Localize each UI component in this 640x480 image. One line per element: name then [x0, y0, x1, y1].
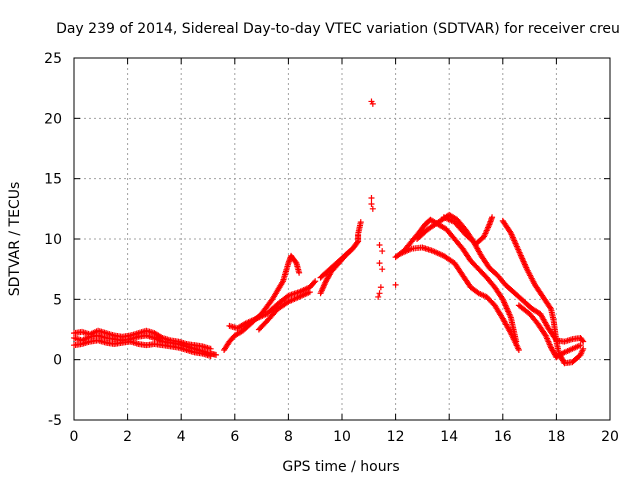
x-tick-label: 2: [123, 429, 132, 445]
data-point: [306, 289, 313, 296]
y-tick-label: 5: [53, 292, 62, 308]
chart-title: Day 239 of 2014, Sidereal Day-to-day VTE…: [56, 21, 620, 37]
x-tick-label: 16: [494, 429, 512, 445]
data-point: [580, 345, 587, 352]
x-tick-label: 14: [440, 429, 458, 445]
y-tick-label: 15: [44, 172, 62, 188]
x-axis-label: GPS time / hours: [282, 459, 399, 475]
x-tick-label: 4: [177, 429, 186, 445]
data-point: [345, 249, 352, 256]
data-point: [577, 342, 584, 349]
y-tick-label: 25: [44, 51, 62, 67]
x-tick-label: 8: [284, 429, 293, 445]
data-point: [207, 353, 214, 360]
data-point: [377, 284, 384, 291]
data-point: [376, 290, 383, 297]
data-points: [71, 98, 587, 367]
data-point: [375, 293, 382, 300]
data-point: [357, 219, 364, 226]
data-point: [379, 248, 386, 255]
data-point: [369, 205, 376, 212]
data-point: [369, 100, 376, 107]
y-tick-label: 0: [53, 353, 62, 369]
data-point: [515, 347, 522, 354]
y-tick-label: 20: [44, 111, 62, 127]
y-tick-label: -5: [48, 413, 62, 429]
data-point: [354, 239, 361, 246]
x-tick-label: 20: [601, 429, 619, 445]
data-point: [376, 260, 383, 267]
data-point: [311, 279, 318, 286]
data-point: [379, 266, 386, 273]
x-tick-label: 18: [547, 429, 565, 445]
data-point: [392, 281, 399, 288]
x-axis-ticks: 0 2 4 6 8 10 12 14 16 18 20: [70, 58, 619, 445]
data-point: [368, 194, 375, 201]
data-point: [292, 258, 299, 265]
x-tick-label: 0: [70, 429, 79, 445]
data-point: [368, 201, 375, 208]
x-tick-label: 6: [230, 429, 239, 445]
grid: [74, 58, 610, 420]
data-point: [312, 278, 319, 285]
data-point: [158, 334, 165, 341]
data-point: [347, 248, 354, 255]
data-point: [207, 345, 214, 352]
data-point: [296, 269, 303, 276]
y-axis-ticks: -5 0 5 10 15 20 25: [44, 51, 610, 429]
data-point: [489, 214, 496, 221]
x-tick-label: 12: [387, 429, 405, 445]
x-tick-label: 10: [333, 429, 351, 445]
data-point: [213, 351, 220, 358]
y-axis-label: SDTVAR / TECUs: [7, 182, 23, 297]
data-point: [547, 304, 554, 311]
y-tick-label: 10: [44, 232, 62, 248]
data-point: [580, 338, 587, 345]
data-point: [579, 337, 586, 344]
data-point: [376, 242, 383, 249]
